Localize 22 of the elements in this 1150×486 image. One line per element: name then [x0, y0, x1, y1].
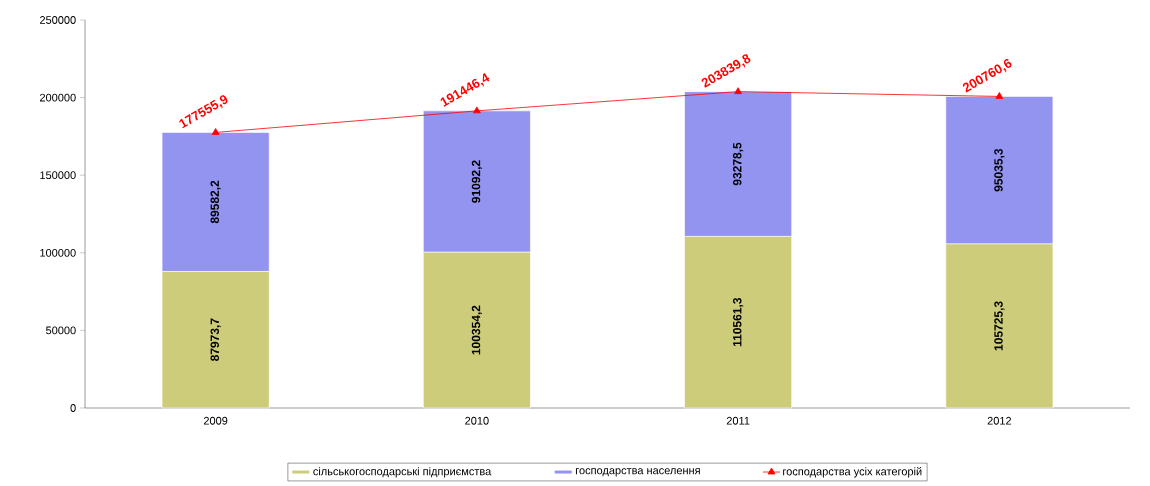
data-label: 91092,2	[471, 160, 482, 203]
legend-label: сільськогосподарські підприємства	[313, 467, 492, 478]
x-tick-label: 2012	[987, 416, 1012, 425]
legend-label: господарства усіх категорій	[783, 467, 922, 478]
y-tick-label: 150000	[40, 171, 76, 180]
data-label: 93278,5	[733, 142, 744, 186]
y-tick-label: 200000	[39, 93, 76, 102]
data-label: 87973,7	[210, 318, 221, 362]
data-label: 89582,2	[210, 180, 221, 224]
x-tick-label: 2010	[465, 416, 489, 425]
y-tick-label: 250000	[39, 16, 76, 24]
data-label: 100354,2	[471, 305, 482, 355]
data-label: 110561,3	[733, 297, 744, 347]
y-tick-label: 100000	[40, 248, 76, 257]
y-tick-label: 50000	[46, 326, 76, 335]
x-tick-label: 2009	[203, 416, 228, 425]
point	[211, 128, 220, 135]
y-tick-label: 0	[70, 404, 76, 412]
x-tick-label: 2011	[726, 416, 750, 425]
data-label: 95035,3	[994, 148, 1005, 192]
legend-label: господарства населення	[575, 468, 700, 477]
data-label: 105725,3	[994, 301, 1005, 351]
